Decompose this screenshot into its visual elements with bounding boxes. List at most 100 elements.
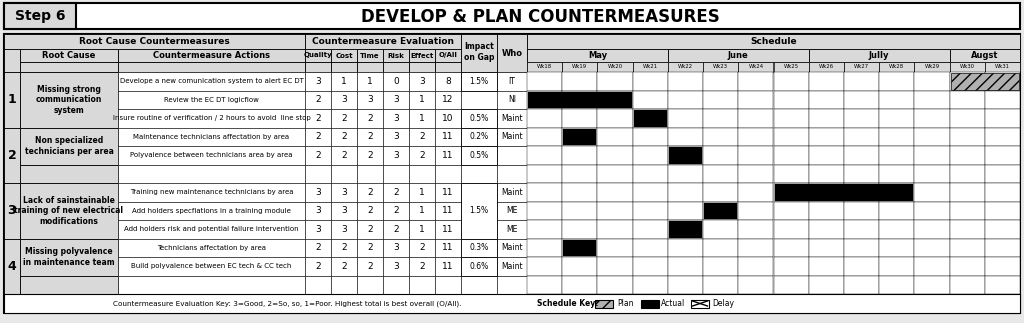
Text: 11: 11 — [442, 262, 454, 271]
Bar — [383, 49, 409, 62]
Text: Wk29: Wk29 — [925, 65, 940, 69]
Bar — [527, 62, 562, 72]
Text: 0.5%: 0.5% — [469, 114, 488, 123]
Bar — [118, 276, 305, 294]
Bar — [949, 257, 985, 276]
Bar — [331, 72, 357, 90]
Bar — [844, 62, 880, 72]
Text: Wk27: Wk27 — [854, 65, 869, 69]
Text: Develope a new comunication system to alert EC DT: Develope a new comunication system to al… — [120, 78, 303, 84]
Bar — [949, 109, 985, 128]
Bar — [461, 146, 497, 164]
Bar — [880, 238, 914, 257]
Bar — [562, 183, 597, 202]
Bar — [844, 220, 880, 238]
Text: Jully: Jully — [869, 51, 890, 60]
Bar — [880, 62, 914, 72]
Text: 12: 12 — [442, 95, 454, 104]
Bar — [435, 276, 461, 294]
Bar — [668, 183, 703, 202]
Bar — [597, 202, 633, 220]
Bar — [435, 146, 461, 164]
Bar — [435, 238, 461, 257]
Bar — [305, 49, 331, 62]
Bar — [738, 90, 773, 109]
Bar — [949, 146, 985, 164]
Bar — [985, 128, 1020, 146]
Bar — [844, 90, 880, 109]
Text: Wk30: Wk30 — [959, 65, 975, 69]
Bar — [844, 109, 880, 128]
Bar — [703, 202, 738, 220]
Text: 2: 2 — [7, 149, 16, 162]
Bar — [914, 220, 949, 238]
Bar — [880, 257, 914, 276]
Bar — [985, 72, 1020, 90]
Text: 2: 2 — [368, 206, 373, 215]
Bar — [497, 146, 527, 164]
Text: 1: 1 — [7, 93, 16, 106]
Bar — [949, 49, 1020, 62]
Bar — [949, 62, 985, 72]
Bar — [633, 62, 668, 72]
Text: ME: ME — [506, 225, 518, 234]
Text: 0.3%: 0.3% — [469, 243, 488, 252]
Bar — [20, 72, 118, 128]
Text: Non specialized
technicians per area: Non specialized technicians per area — [25, 136, 114, 156]
Bar — [668, 276, 703, 294]
Bar — [597, 72, 633, 90]
Text: 3: 3 — [341, 95, 347, 104]
Bar — [527, 146, 562, 164]
Bar — [527, 257, 562, 276]
Bar — [461, 128, 497, 146]
Text: Schedule: Schedule — [751, 37, 797, 46]
Bar — [383, 276, 409, 294]
Bar — [738, 164, 773, 183]
Bar — [773, 72, 809, 90]
Bar — [527, 34, 1020, 49]
Bar — [409, 62, 435, 72]
Bar — [383, 72, 409, 90]
Text: 1: 1 — [368, 77, 373, 86]
Bar — [809, 220, 844, 238]
Text: 11: 11 — [442, 188, 454, 197]
Bar — [4, 238, 20, 294]
Bar — [703, 276, 738, 294]
Text: 2: 2 — [341, 151, 347, 160]
Bar — [985, 62, 1020, 72]
Bar — [118, 146, 305, 164]
Bar — [633, 72, 668, 90]
Bar — [773, 238, 809, 257]
Bar — [497, 109, 527, 128]
Bar — [949, 90, 985, 109]
Bar — [409, 164, 435, 183]
Bar — [357, 220, 383, 238]
Bar — [4, 183, 20, 238]
Text: 10: 10 — [442, 114, 454, 123]
Bar — [809, 90, 844, 109]
Bar — [331, 109, 357, 128]
Bar — [435, 49, 461, 62]
Text: 0.5%: 0.5% — [469, 151, 488, 160]
Text: Wk24: Wk24 — [749, 65, 764, 69]
Bar — [914, 164, 949, 183]
Text: 2: 2 — [315, 95, 321, 104]
Text: Wk31: Wk31 — [995, 65, 1010, 69]
Bar — [562, 62, 597, 72]
Bar — [914, 90, 949, 109]
Bar — [331, 238, 357, 257]
Bar — [409, 238, 435, 257]
Bar — [383, 238, 409, 257]
Bar — [461, 128, 497, 146]
Bar — [461, 164, 497, 183]
Bar — [668, 164, 703, 183]
Text: June: June — [728, 51, 749, 60]
Bar — [4, 3, 76, 29]
Text: 2: 2 — [419, 151, 425, 160]
Bar — [118, 183, 305, 202]
Bar — [357, 276, 383, 294]
Text: Training new maintenance technicians by area: Training new maintenance technicians by … — [130, 189, 293, 195]
Bar — [527, 164, 562, 183]
Bar — [4, 49, 20, 72]
Bar — [773, 202, 809, 220]
